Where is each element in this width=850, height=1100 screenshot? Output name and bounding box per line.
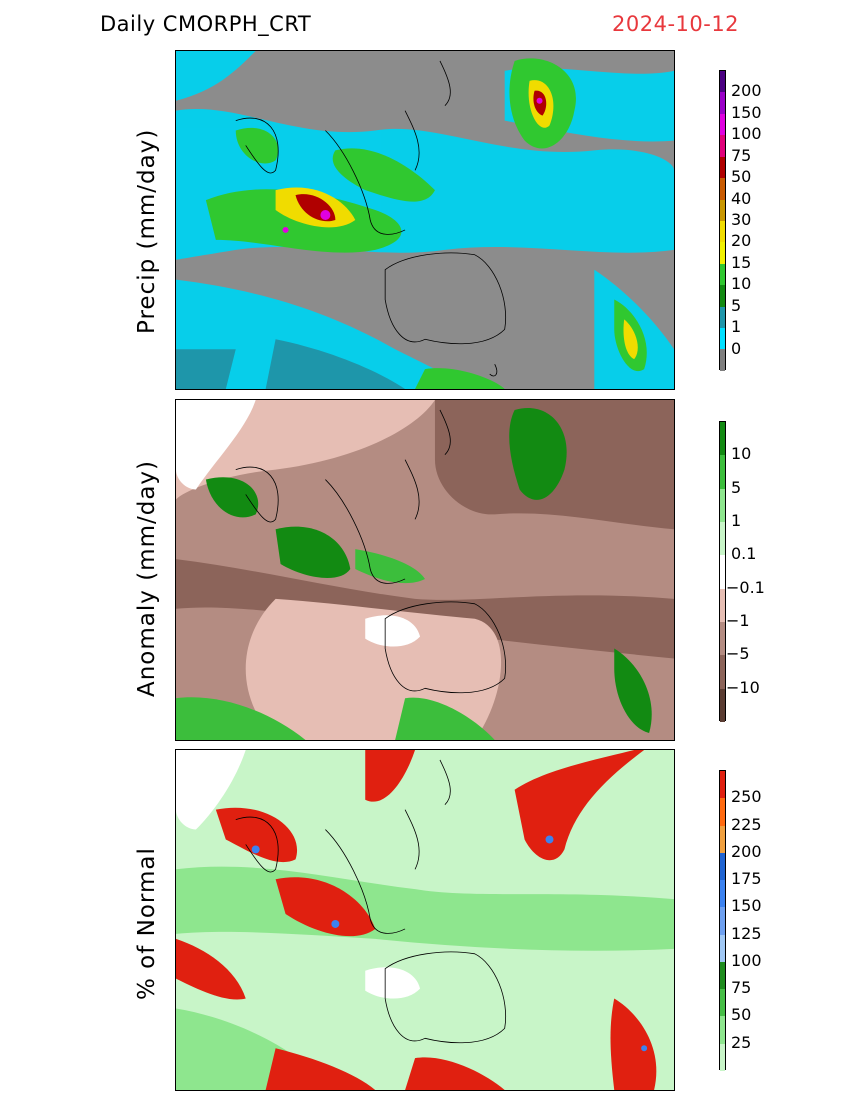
figure-title: Daily CMORPH_CRT xyxy=(100,12,312,36)
colorbar-tick-label: 125 xyxy=(731,923,762,943)
colorbar-tick-label: 30 xyxy=(731,210,752,229)
colorbar-segment xyxy=(720,199,725,221)
colorbar-tick-label: 5 xyxy=(731,477,742,497)
colorbar-segment xyxy=(720,328,725,350)
colorbar-segment xyxy=(720,771,725,799)
colorbar-segment xyxy=(720,880,725,908)
colorbar-segment xyxy=(720,655,725,689)
colorbar-tick-label: 0.1 xyxy=(731,544,757,564)
colorbar-segment xyxy=(720,349,725,371)
date-label: 2024-10-12 xyxy=(612,12,740,36)
colorbar-segment xyxy=(720,852,725,881)
colorbar-segment xyxy=(720,71,725,93)
colorbar-tick-label: 1 xyxy=(731,511,742,530)
colorbar-segment xyxy=(720,521,725,556)
colorbar-segment xyxy=(720,688,725,722)
precip-colorbar xyxy=(719,70,726,371)
colorbar-tick-label: −1 xyxy=(726,611,750,630)
anomaly-colorbar xyxy=(719,421,726,722)
colorbar-tick-label: 10 xyxy=(731,444,752,464)
colorbar-segment xyxy=(720,113,725,136)
percent-normal-map-panel xyxy=(175,749,675,1091)
colorbar-segment xyxy=(720,242,725,264)
anomaly-map-panel xyxy=(175,399,675,741)
colorbar-segment xyxy=(720,285,725,307)
colorbar-segment xyxy=(720,1043,725,1071)
colorbar-tick-label: 25 xyxy=(731,1032,752,1052)
percent-normal-colorbar xyxy=(719,770,726,1071)
percent-normal-map xyxy=(176,750,674,1090)
colorbar-tick-label: 175 xyxy=(731,869,762,889)
colorbar-tick-label: 1 xyxy=(731,317,742,337)
colorbar-segment xyxy=(720,798,725,826)
colorbar-tick-label: −0.1 xyxy=(726,577,765,597)
colorbar-segment xyxy=(720,1016,725,1044)
colorbar-segment xyxy=(720,934,725,962)
colorbar-tick-label: 200 xyxy=(731,81,762,101)
colorbar-segment xyxy=(720,621,725,656)
colorbar-segment xyxy=(720,92,725,114)
colorbar-segment xyxy=(720,555,725,589)
colorbar-tick-label: 100 xyxy=(731,124,762,144)
colorbar-segment xyxy=(720,907,725,935)
colorbar-segment xyxy=(720,825,725,853)
anomaly-map xyxy=(176,400,674,740)
colorbar-segment xyxy=(720,422,725,456)
precip-map xyxy=(176,51,674,389)
colorbar-tick-label: 150 xyxy=(731,896,762,916)
precip-map-panel xyxy=(175,50,675,390)
colorbar-tick-label: 10 xyxy=(731,274,752,294)
colorbar-segment xyxy=(720,220,725,243)
colorbar-tick-label: 40 xyxy=(731,188,752,208)
precip-axis-label: Precip (mm/day) xyxy=(134,128,160,334)
colorbar-segment xyxy=(720,306,725,329)
colorbar-tick-label: 225 xyxy=(731,814,762,834)
colorbar-tick-label: 50 xyxy=(731,167,752,187)
colorbar-tick-label: 100 xyxy=(731,950,762,970)
colorbar-tick-label: 250 xyxy=(731,787,762,807)
colorbar-segment xyxy=(720,588,725,622)
colorbar-tick-label: 75 xyxy=(731,145,752,165)
colorbar-tick-label: 5 xyxy=(731,295,742,315)
colorbar-tick-label: −10 xyxy=(726,677,760,697)
colorbar-tick-label: 20 xyxy=(731,231,752,251)
percent-normal-axis-label: % of Normal xyxy=(134,847,160,1000)
colorbar-segment xyxy=(720,156,725,179)
colorbar-segment xyxy=(720,961,725,990)
colorbar-tick-label: −5 xyxy=(726,644,750,664)
colorbar-segment xyxy=(720,989,725,1017)
colorbar-tick-label: 15 xyxy=(731,252,752,272)
colorbar-tick-label: 200 xyxy=(731,841,762,861)
colorbar-tick-label: 150 xyxy=(731,102,762,122)
anomaly-axis-label: Anomaly (mm/day) xyxy=(134,459,160,697)
colorbar-segment xyxy=(720,455,725,489)
colorbar-tick-label: 50 xyxy=(731,1005,752,1025)
colorbar-segment xyxy=(720,488,725,522)
colorbar-segment xyxy=(720,263,725,286)
colorbar-tick-label: 0 xyxy=(731,338,742,358)
colorbar-segment xyxy=(720,178,725,200)
colorbar-tick-label: 75 xyxy=(731,978,752,998)
colorbar-segment xyxy=(720,135,725,157)
